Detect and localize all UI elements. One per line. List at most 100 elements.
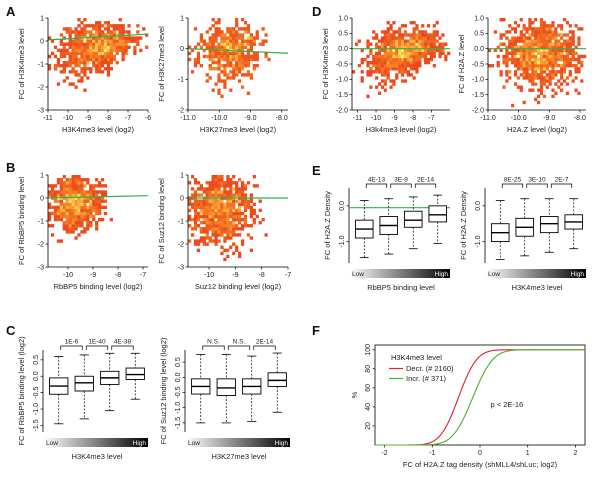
heatmap-cell — [372, 60, 376, 65]
heatmap-cell — [554, 27, 558, 31]
heatmap-cell — [403, 60, 408, 65]
heatmap-cell — [205, 73, 209, 77]
heatmap-cell — [577, 57, 581, 62]
heatmap-cell — [539, 54, 544, 59]
heatmap-cell — [48, 36, 52, 40]
heatmap-cell — [115, 36, 119, 40]
heatmap-cell — [205, 205, 209, 210]
heatmap-cell — [92, 64, 96, 68]
heatmap-cell — [92, 199, 96, 203]
heatmap-cell — [403, 51, 408, 56]
heatmap-cell — [424, 54, 428, 59]
heatmap-cell — [249, 193, 253, 197]
heatmap-cell — [539, 91, 544, 95]
heatmap-cell — [238, 214, 242, 219]
significance-bracket: N.S. — [202, 339, 225, 350]
heatmap-cell — [537, 36, 541, 40]
heatmap-cell — [519, 36, 523, 40]
heatmap-cell — [531, 79, 535, 83]
heatmap-cell — [537, 45, 541, 49]
y-tick-label: -1 — [178, 218, 184, 225]
heatmap-cell — [539, 45, 544, 49]
heatmap-cell — [568, 24, 572, 28]
heatmap-cell — [252, 57, 256, 62]
heatmap-cell — [412, 45, 416, 49]
heatmap-cell — [50, 205, 55, 210]
heatmap-cell — [100, 190, 105, 194]
heatmap-cell — [71, 196, 75, 200]
heatmap-cell — [380, 42, 384, 46]
heatmap-cell — [53, 184, 58, 188]
heatmap-cell — [220, 184, 224, 188]
heatmap-cell — [208, 64, 212, 68]
heatmap-cell — [548, 27, 552, 31]
heatmap-cell — [193, 202, 198, 206]
y-tick-label: -1.0 — [336, 77, 348, 84]
heatmap-cell — [246, 202, 251, 206]
y-axis-label: FC of Suz12 binding level (log2) — [159, 337, 168, 444]
heatmap-cell — [100, 48, 105, 53]
heatmap-cell — [240, 57, 245, 62]
heatmap-cell — [421, 48, 425, 53]
heatmap-cell — [229, 224, 233, 228]
x-axis-label: RbBP5 binding level — [367, 283, 435, 292]
heatmap-cell — [112, 39, 116, 43]
heatmap-cell — [223, 190, 227, 194]
heatmap-cell — [103, 45, 108, 49]
heatmap-cell — [74, 57, 78, 62]
heatmap-cell — [83, 39, 87, 43]
heatmap-cell — [392, 60, 396, 65]
box-2 — [379, 198, 399, 255]
heatmap-cell — [80, 45, 84, 49]
heatmap-cell — [77, 193, 81, 197]
heatmap-cell — [68, 64, 72, 68]
heatmap-cell — [499, 18, 503, 22]
heatmap-cell — [62, 70, 66, 74]
x-axis-label: Suz12 binding level (log2) — [195, 282, 282, 291]
heatmap-cell — [409, 64, 413, 68]
heatmap-cell — [136, 30, 140, 34]
heatmap-cell — [226, 39, 230, 43]
heatmap-cell — [223, 221, 227, 225]
heatmap-cell — [77, 79, 81, 83]
heatmap-cell — [372, 64, 376, 68]
heatmap-cell — [545, 60, 549, 65]
heatmap-cell — [83, 48, 87, 53]
heatmap-cell — [246, 24, 251, 28]
heatmap-cell — [211, 54, 215, 59]
heatmap-cell — [235, 67, 239, 71]
heatmap-cell — [548, 79, 552, 83]
heatmap-cell — [205, 230, 209, 234]
heatmap-cell — [243, 221, 248, 225]
heatmap-cell — [74, 178, 78, 182]
heatmap-cell — [249, 54, 253, 59]
heatmap-cell — [95, 42, 99, 46]
heatmap-cell — [377, 39, 382, 43]
x-axis-label: H3K27me3 level (log2) — [200, 125, 277, 134]
heatmap-cell — [130, 39, 134, 43]
heatmap-cell — [246, 60, 251, 65]
heatmap-cell — [508, 57, 512, 62]
x-tick-label: -10.0 — [511, 115, 527, 122]
heatmap-cell — [383, 64, 387, 68]
heatmap-cell — [240, 202, 245, 206]
heatmap-cell — [68, 221, 72, 225]
heatmap-cell — [525, 60, 529, 65]
heatmap-cell — [98, 24, 102, 28]
heatmap-cell — [519, 64, 523, 68]
heatmap-cell — [537, 27, 541, 31]
heatmap-cell — [74, 27, 78, 31]
heatmap-cell — [240, 33, 245, 37]
heatmap-cell — [560, 73, 564, 77]
heatmap-cell — [53, 208, 58, 213]
heatmap-cell — [238, 193, 242, 197]
heatmap-cell — [83, 24, 87, 28]
heatmap-cell — [48, 217, 52, 222]
heatmap-cell — [53, 67, 58, 71]
heatmap-cell — [537, 64, 541, 68]
heatmap-cell — [71, 208, 75, 213]
heatmap-cell — [133, 36, 137, 40]
heatmap-cell — [86, 224, 90, 228]
heatmap-cell — [229, 193, 233, 197]
x-axis-label: H3k4me3 level (log2) — [366, 125, 437, 134]
